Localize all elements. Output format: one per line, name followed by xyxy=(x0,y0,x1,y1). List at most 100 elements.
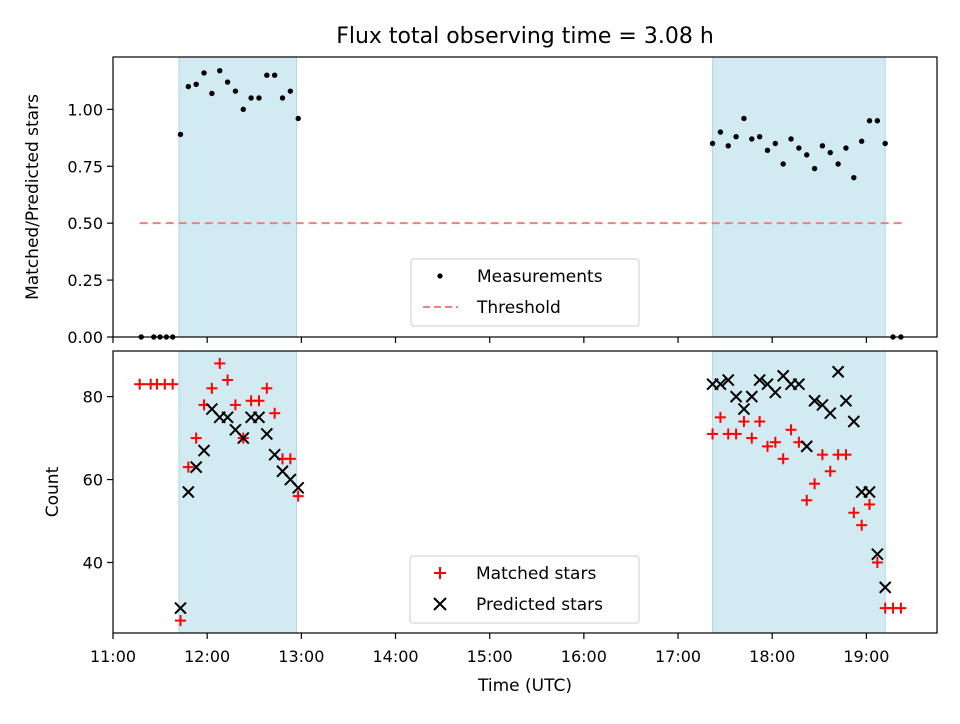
measurements-point-9 xyxy=(201,70,207,76)
ratio-ylabel: Matched/Predicted stars xyxy=(23,94,43,300)
measurements-point-16 xyxy=(256,95,262,101)
predicted-stars-point-2 xyxy=(182,485,195,499)
x-axis-label: Time (UTC) xyxy=(477,676,572,696)
measurements-point-36 xyxy=(819,143,826,149)
predicted-stars-point-4 xyxy=(197,444,211,457)
legend-marker-predicted xyxy=(433,597,447,611)
matched-stars-point-18 xyxy=(269,407,281,419)
ratio-shaded-interval-2 xyxy=(712,56,886,338)
measurements-point-28 xyxy=(756,133,763,140)
measurements-point-33 xyxy=(796,145,802,151)
xtick-label: 17:00 xyxy=(655,647,701,666)
matched-stars-point-17 xyxy=(261,382,273,394)
measurements-point-17 xyxy=(264,72,270,78)
ratio-ytick-label: 0.75 xyxy=(67,157,103,176)
matched-stars-point-40 xyxy=(848,507,860,519)
predicted-stars-point-25 xyxy=(769,386,782,399)
matched-stars-point-27 xyxy=(746,432,758,444)
measurements-point-30 xyxy=(772,140,779,147)
measurements-point-41 xyxy=(858,138,865,144)
count-ylabel: Count xyxy=(43,466,63,517)
matched-stars-point-23 xyxy=(714,411,726,423)
matched-stars-point-20 xyxy=(284,453,296,465)
measurements-point-35 xyxy=(811,165,818,172)
ratio-shaded-interval-1 xyxy=(178,56,298,338)
legend-label-matched: Matched stars xyxy=(476,564,596,584)
ratio-plot-frame xyxy=(112,56,938,338)
measurements-point-19 xyxy=(279,95,286,101)
matched-stars-point-43 xyxy=(871,557,883,568)
legend-marker-matched xyxy=(434,567,446,579)
predicted-stars-point-1 xyxy=(174,601,187,615)
legend-marker-measurements xyxy=(437,273,443,279)
predicted-stars-point-32 xyxy=(824,406,837,420)
predicted-stars-point-13 xyxy=(268,448,281,461)
measurements-point-31 xyxy=(780,161,786,167)
matched-stars-point-7 xyxy=(182,461,194,473)
matched-stars-point-29 xyxy=(761,440,773,452)
count-ytick-label: 40 xyxy=(83,554,103,573)
ratio-ytick-label: 0.00 xyxy=(67,328,103,347)
measurements-point-25 xyxy=(733,133,739,140)
measurements-point-34 xyxy=(804,152,810,158)
matched-stars-point-28 xyxy=(754,416,766,427)
measurements-point-6 xyxy=(177,131,184,138)
xtick-label: 13:00 xyxy=(278,647,324,666)
count-legend: Matched stars Predicted stars xyxy=(409,555,640,624)
predicted-stars-point-11 xyxy=(252,411,266,424)
measurements-point-37 xyxy=(827,149,833,156)
matched-stars-point-31 xyxy=(777,453,789,465)
measurements-point-39 xyxy=(843,145,849,151)
matched-stars-point-36 xyxy=(816,449,828,461)
legend-label-predicted: Predicted stars xyxy=(476,595,603,615)
xtick-label: 14:00 xyxy=(372,647,418,666)
xtick-label: 19:00 xyxy=(843,647,889,666)
predicted-stars-point-20 xyxy=(729,390,743,403)
xtick-label: 15:00 xyxy=(467,647,513,666)
measurements-point-38 xyxy=(835,161,841,167)
matched-stars-point-13 xyxy=(229,399,241,411)
predicted-stars-point-9 xyxy=(237,431,250,445)
count-shaded-interval-2 xyxy=(712,350,886,634)
xtick-label: 11:00 xyxy=(90,647,136,666)
matched-stars-point-12 xyxy=(222,374,234,386)
predicted-stars-point-7 xyxy=(221,411,234,424)
matched-stars-point-26 xyxy=(738,416,750,427)
matched-stars-point-16 xyxy=(253,395,265,407)
xtick-label: 12:00 xyxy=(184,647,230,666)
measurements-point-13 xyxy=(232,88,239,94)
count-ytick-label: 80 xyxy=(83,388,103,407)
legend-label-measurements: Measurements xyxy=(477,267,603,287)
matched-stars-point-10 xyxy=(206,382,218,394)
matched-stars-point-22 xyxy=(707,428,719,440)
predicted-stars-point-30 xyxy=(808,394,821,407)
xtick-label: 18:00 xyxy=(749,647,795,666)
predicted-stars-point-29 xyxy=(800,440,813,453)
predicted-stars-point-28 xyxy=(792,377,806,391)
predicted-stars-point-19 xyxy=(722,373,735,387)
measurements-point-12 xyxy=(224,79,231,85)
predicted-stars-point-3 xyxy=(189,460,203,474)
predicted-stars-point-33 xyxy=(831,365,845,378)
measurements-point-14 xyxy=(240,106,246,113)
predicted-stars-point-34 xyxy=(839,394,853,407)
matched-stars-point-39 xyxy=(840,449,852,461)
measurements-point-11 xyxy=(217,67,223,74)
matched-stars-point-34 xyxy=(801,494,813,506)
matched-stars-point-5 xyxy=(167,378,179,390)
predicted-stars-point-22 xyxy=(745,390,759,403)
matched-stars-point-11 xyxy=(214,357,226,369)
predicted-stars-point-35 xyxy=(847,415,861,428)
measurements-point-23 xyxy=(717,129,724,135)
matched-stars-point-32 xyxy=(785,424,797,436)
ratio-ytick-label: 0.25 xyxy=(67,271,103,290)
matched-stars-point-25 xyxy=(730,428,742,440)
measurements-point-21 xyxy=(295,115,301,122)
ratio-legend: Measurements Threshold xyxy=(410,258,640,327)
xtick-label: 16:00 xyxy=(561,647,607,666)
figure-title: Flux total observing time = 3.08 h xyxy=(336,24,714,49)
ratio-ytick-label: 1.00 xyxy=(67,100,103,119)
matched-stars-point-8 xyxy=(190,432,202,444)
predicted-stars-point-37 xyxy=(863,485,876,499)
